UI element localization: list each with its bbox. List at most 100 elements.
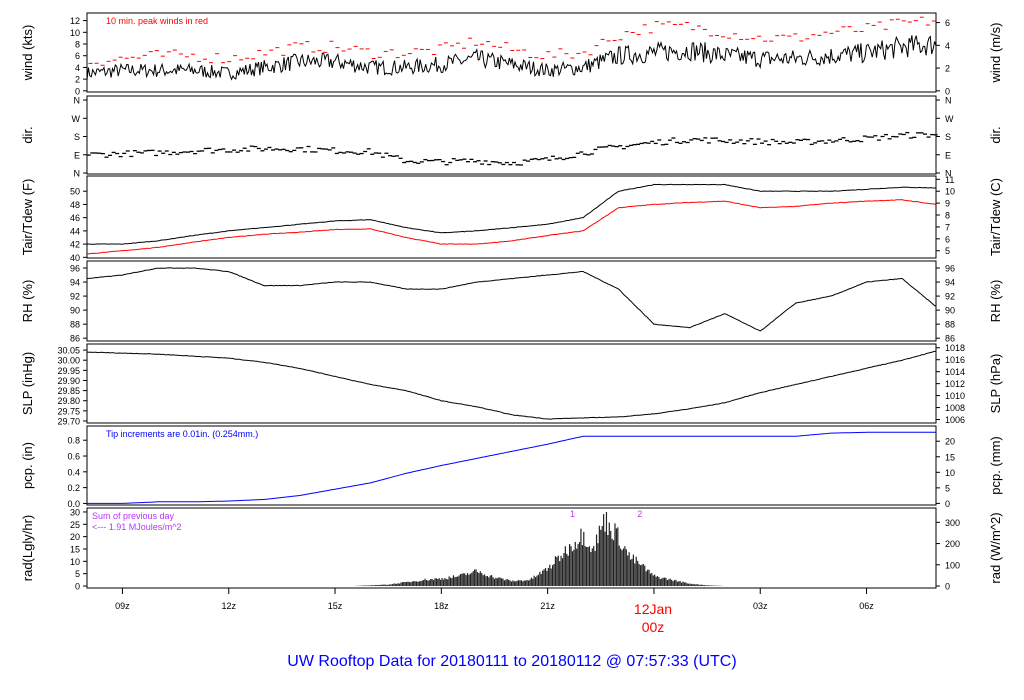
panel-pcp: 0.0 0.2 0.4 0.6 0.8 0 5 10 15 20 pcp. (in) pcp. (mm… [20, 425, 1003, 509]
x-tick-label: 06z [859, 601, 874, 611]
chart-title: UW Rooftop Data for 20180111 to 20180112… [287, 653, 736, 670]
pcp-ytick-right-label: 5 [945, 483, 950, 493]
temp-ytick-right-label: 6 [945, 234, 950, 244]
rh-ylabel: RH (%) [20, 280, 35, 323]
slp-ytick-right-label: 1008 [945, 403, 965, 413]
temp-ytick-label: 46 [70, 213, 80, 223]
rad-marker: 2 [637, 509, 642, 519]
pcp-annotation: Tip increments are 0.01in. (0.254mm.) [106, 429, 258, 439]
rh-ylabel-right: RH (%) [988, 280, 1003, 323]
temp-frame [86, 175, 937, 259]
pcp-ylabel: pcp. (in) [20, 442, 35, 489]
rad-annotation: <--- 1.91 MJoules/m^2 [92, 522, 182, 532]
rad-ylabel-right: rad (W/m^2) [988, 512, 1003, 583]
temp-ylabel: Tair/Tdew (F) [20, 179, 35, 256]
rad-annotation: Sum of previous day [92, 511, 175, 521]
wind-annotation: 10 min. peak winds in red [106, 16, 208, 26]
rad-ytick-label: 0 [75, 582, 80, 592]
pcp-ytick-label: 0.0 [67, 499, 80, 509]
rad-ytick-label: 15 [70, 544, 80, 554]
dir-ytick-label: E [74, 150, 80, 160]
pcp-ytick-right-label: 20 [945, 437, 955, 447]
temp-ytick-right-label: 7 [945, 222, 950, 232]
temp-ylabel-right: Tair/Tdew (C) [988, 178, 1003, 256]
rh-ytick-right-label: 86 [945, 334, 955, 344]
slp-ytick-label: 30.00 [57, 356, 80, 366]
slp-ytick-label: 29.70 [57, 416, 80, 426]
pcp-ytick-label: 0.8 [67, 436, 80, 446]
slp-ytick-right-label: 1018 [945, 343, 965, 353]
rh-frame [86, 260, 937, 342]
rh-series-RH [86, 267, 936, 332]
rh-ytick-right-label: 92 [945, 292, 955, 302]
pcp-ytick-right-label: 10 [945, 468, 955, 478]
rad-ytick-label: 25 [70, 520, 80, 530]
slp-ytick-label: 29.80 [57, 396, 80, 406]
rh-ytick-label: 94 [70, 278, 80, 288]
rh-ytick-label: 96 [70, 264, 80, 274]
rad-frame [86, 507, 937, 589]
slp-series-SLP [86, 350, 936, 420]
pcp-ytick-right-label: 15 [945, 452, 955, 462]
pcp-ytick-label: 0.6 [67, 452, 80, 462]
temp-ytick-label: 40 [70, 253, 80, 263]
wind-ytick-right-label: 0 [945, 86, 950, 96]
slp-ytick-right-label: 1016 [945, 355, 965, 365]
wind-ylabel: wind (kts) [20, 25, 35, 82]
wind-ytick-label: 2 [75, 75, 80, 85]
x-tick-label: 03z [753, 601, 768, 611]
dir-ytick-right-label: E [945, 150, 951, 160]
slp-ylabel-right: SLP (hPa) [988, 354, 1003, 414]
pcp-frame [86, 425, 937, 506]
rad-ytick-label: 10 [70, 557, 80, 567]
dir-ytick-right-label: W [945, 114, 954, 124]
dir-ylabel: dir. [20, 126, 35, 143]
temp-ytick-right-label: 8 [945, 211, 950, 221]
dir-ytick-label: N [74, 96, 81, 106]
pcp-ytick-right-label: 0 [945, 499, 950, 509]
slp-ytick-label: 29.85 [57, 386, 80, 396]
rh-ytick-right-label: 96 [945, 264, 955, 274]
dir-ytick-right-label: S [945, 132, 951, 142]
rh-ytick-right-label: 88 [945, 320, 955, 330]
temp-ytick-right-label: 5 [945, 246, 950, 256]
slp-ytick-right-label: 1010 [945, 391, 965, 401]
dir-ytick-right-label: N [945, 96, 952, 106]
dir-ytick-label: S [74, 132, 80, 142]
rh-ytick-label: 90 [70, 306, 80, 316]
rad-marker: 1 [570, 509, 575, 519]
wind-ytick-right-label: 4 [945, 41, 950, 51]
rh-ytick-label: 88 [70, 320, 80, 330]
wind-ytick-label: 4 [75, 63, 80, 73]
pcp-ylabel-right: pcp. (mm) [988, 436, 1003, 495]
temp-ytick-label: 42 [70, 240, 80, 250]
wind-ytick-label: 0 [75, 86, 80, 96]
panel-rh: 86 88 90 92 94 96 86 88 90 92 94 96 RH (%) RH (%) [20, 260, 1003, 344]
slp-frame [86, 343, 937, 424]
rad-ytick-label: 20 [70, 532, 80, 542]
wind-frame [86, 12, 937, 93]
x-tick-label: 21z [540, 601, 555, 611]
date-marker-hour: 00z [642, 619, 665, 635]
rh-ytick-label: 86 [70, 334, 80, 344]
wind-ytick-label: 6 [75, 51, 80, 61]
temp-ytick-right-label: 10 [945, 187, 955, 197]
wind-series-wind [86, 35, 937, 81]
x-tick-label: 12z [221, 601, 236, 611]
pcp-ytick-label: 0.2 [67, 483, 80, 493]
temp-ytick-label: 50 [70, 187, 80, 197]
dir-frame [86, 95, 937, 175]
slp-ytick-right-label: 1012 [945, 379, 965, 389]
panel-slp: 29.7029.7529.8029.8529.9029.9530.0030.05… [20, 343, 1003, 426]
temp-series-Tair [87, 183, 936, 245]
rh-ytick-right-label: 90 [945, 306, 955, 316]
x-axis: 09z 12z 15z 18z 21z 03z 06z [115, 588, 874, 611]
x-tick-label: 09z [115, 601, 130, 611]
rad-ytick-right-label: 100 [945, 560, 960, 570]
slp-ytick-label: 30.05 [57, 346, 80, 356]
temp-ytick-label: 48 [70, 200, 80, 210]
rad-ytick-label: 30 [70, 507, 80, 517]
